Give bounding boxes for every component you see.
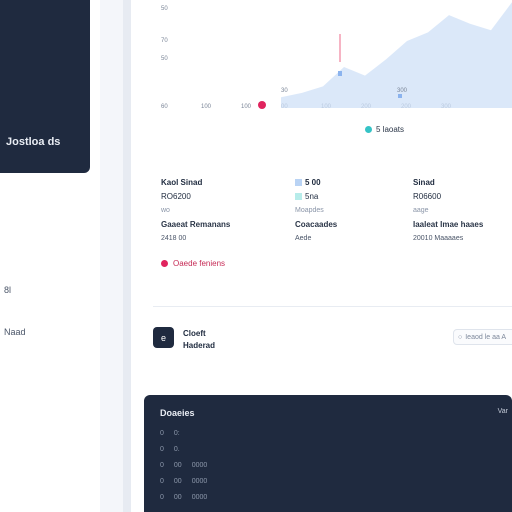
row-cell: 0000 — [191, 462, 208, 469]
sidebar-card-title: Jostloa ds — [6, 136, 61, 148]
stat-sub: Aede — [295, 235, 312, 242]
chart-highlight-point[interactable] — [258, 101, 266, 109]
column-divider — [123, 0, 131, 512]
y-tick-label: 50 — [161, 56, 168, 62]
blue-chip-icon — [295, 179, 302, 186]
section-divider — [153, 306, 512, 307]
chart-legend: 5 laoats — [365, 125, 404, 134]
stat-sub: 20010 Maaaaes — [413, 235, 464, 242]
sidebar-item-2[interactable]: Naad — [4, 327, 26, 337]
alert-label: Oaede feniens — [173, 259, 226, 268]
bottom-panel: Doaeies Var 0 0: 0 0. 0 00 0000 0 00 0000 0 00 0… — [144, 395, 512, 512]
legend-dot-icon — [365, 126, 372, 133]
bottom-row[interactable]: 0 0: — [160, 430, 180, 437]
stat-heading: Gaaeat Remanans — [161, 220, 231, 229]
search-icon: ○ — [458, 333, 463, 341]
chart-peak-label: 30 — [281, 88, 288, 94]
widget-title-line1: Cloeft — [183, 329, 206, 338]
search-placeholder: Ieaod le aa A — [465, 333, 507, 341]
row-cell: 0 — [160, 446, 164, 453]
stat-key: Kaol Sinad — [161, 178, 203, 187]
row-cell: 0. — [173, 446, 180, 453]
teal-chip-icon — [295, 193, 302, 200]
y-tick-label: 50 — [161, 6, 168, 12]
row-cell: 0 — [160, 494, 164, 501]
stat-column-3: Sinad R06600 aage Iaaleat Imae haaes 200… — [413, 176, 483, 246]
stat-meta: Moapdes — [295, 207, 324, 214]
stat-column-1: Kaol Sinad RO6200 wo Gaaeat Remanans 241… — [161, 176, 230, 246]
widget-title: Cloeft Haderad — [183, 328, 215, 352]
stat-meta: aage — [413, 207, 429, 214]
widget-title-line2: Haderad — [183, 341, 216, 350]
bottom-panel-title: Doaeies — [160, 408, 195, 418]
stat-value: R06600 — [413, 192, 442, 201]
chart-area-series — [281, 2, 512, 109]
row-cell: 0000 — [191, 494, 208, 501]
row-cell: 00 — [173, 478, 182, 485]
stat-heading: Coacaades — [295, 220, 338, 229]
stat-value: RO6200 — [161, 192, 191, 201]
stat-column-2: 5 00 5na Moapdes Coacaades Aede — [295, 176, 337, 246]
row-cell: 0: — [173, 430, 180, 437]
x-tick-label: 100 — [201, 104, 212, 110]
stat-value: 5na — [305, 192, 319, 201]
alert-dot-icon — [161, 260, 168, 267]
chart-marker-square — [338, 71, 342, 76]
sidebar-item-1[interactable]: 8l — [4, 285, 12, 295]
row-cell: 0000 — [191, 478, 208, 485]
sidebar-card[interactable]: Jostloa ds — [0, 0, 90, 173]
bottom-row[interactable]: 0 00 0000 — [160, 478, 207, 485]
bottom-row[interactable]: 0 00 0000 — [160, 494, 207, 501]
y-tick-label: 70 — [161, 38, 168, 44]
chart-point-square — [398, 94, 402, 98]
left-sidebar: Jostloa ds 8l Naad — [0, 0, 100, 512]
bottom-row[interactable]: 0 00 0000 — [160, 462, 207, 469]
alert-row[interactable]: Oaede feniens — [161, 259, 225, 268]
stat-key: 5 00 — [305, 178, 321, 187]
bottom-row[interactable]: 0 0. — [160, 446, 180, 453]
stat-heading: Iaaleat Imae haaes — [413, 220, 484, 229]
chart-point-label: 300 — [397, 88, 408, 94]
stat-meta: wo — [161, 207, 170, 214]
stat-sub: 2418 00 — [161, 235, 187, 242]
row-cell: 0 — [160, 462, 164, 469]
row-cell: 0 — [160, 478, 164, 485]
legend-label: 5 laoats — [376, 125, 405, 134]
search-input[interactable]: ○ Ieaod le aa A — [453, 329, 512, 345]
row-cell: 0 — [160, 430, 164, 437]
widget-icon[interactable]: e — [153, 327, 174, 348]
x-tick-label: 100 — [241, 104, 252, 110]
bottom-panel-action[interactable]: Var — [497, 408, 508, 415]
stat-key: Sinad — [413, 178, 435, 187]
x-tick-label: 60 — [161, 104, 168, 110]
row-cell: 00 — [173, 462, 182, 469]
row-cell: 00 — [173, 494, 182, 501]
